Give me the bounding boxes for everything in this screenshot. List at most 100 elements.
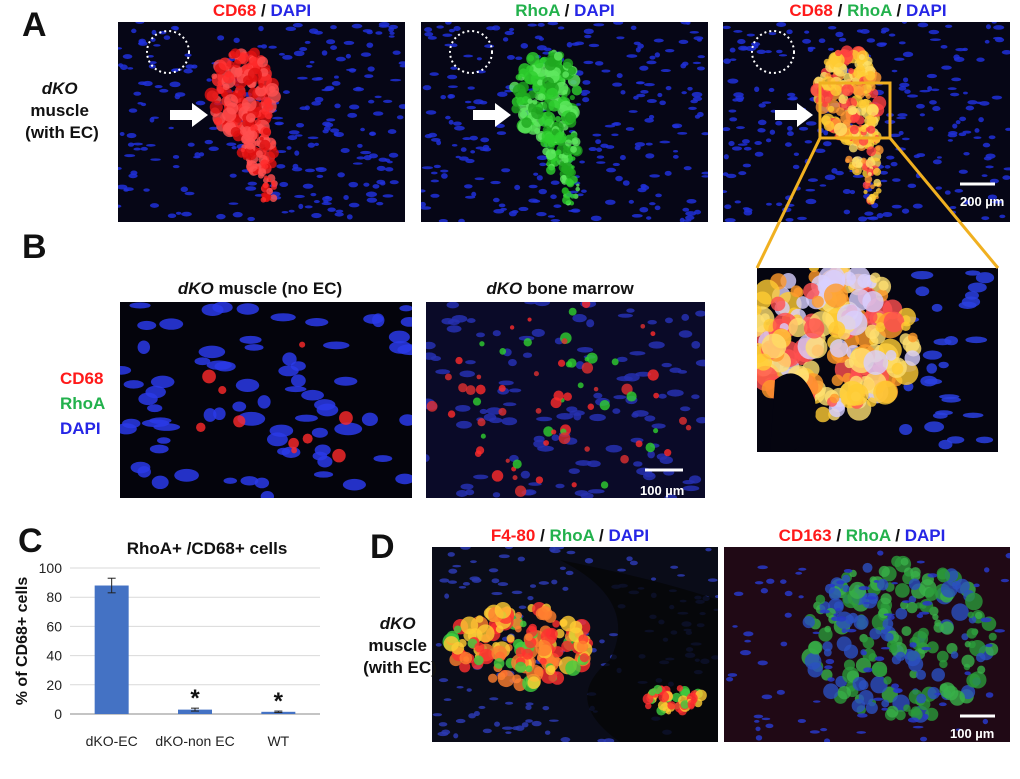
- nucleus: [439, 578, 450, 583]
- cell: [906, 602, 918, 614]
- nucleus: [501, 168, 511, 173]
- nucleus: [793, 152, 799, 156]
- nucleus: [304, 205, 313, 209]
- arrow: [775, 103, 813, 127]
- cell: [975, 652, 986, 663]
- nucleus: [985, 692, 994, 698]
- nucleus: [553, 547, 565, 550]
- cell: [537, 79, 544, 86]
- cell: [853, 614, 869, 630]
- cell: [497, 672, 506, 681]
- title-part: muscle (no EC): [218, 279, 342, 298]
- nucleus: [965, 105, 975, 111]
- nucleus: [454, 125, 465, 131]
- nucleus: [322, 121, 332, 127]
- cell: [499, 348, 507, 355]
- nucleus: [768, 87, 775, 93]
- nucleus: [917, 22, 929, 28]
- nucleus: [478, 705, 486, 709]
- cell: [332, 448, 346, 463]
- nucleus: [514, 184, 521, 191]
- nucleus: [938, 702, 947, 707]
- nucleus: [212, 302, 233, 313]
- nucleus: [761, 717, 771, 721]
- legend-entry: RhoA: [60, 394, 105, 413]
- nucleus: [797, 216, 807, 221]
- cell: [525, 665, 533, 673]
- nucleus: [450, 66, 458, 70]
- nucleus: [655, 193, 662, 198]
- nucleus: [928, 29, 940, 35]
- cell: [642, 693, 654, 705]
- micrograph: [757, 268, 998, 452]
- nucleus: [258, 25, 264, 32]
- cell: [940, 580, 958, 598]
- cell: [667, 701, 676, 710]
- nucleus: [282, 55, 293, 60]
- nucleus: [502, 37, 509, 42]
- cell: [209, 100, 223, 114]
- nucleus: [827, 25, 837, 30]
- nucleus: [291, 374, 306, 387]
- y-axis-label: % of CD68+ cells: [14, 577, 31, 706]
- nucleus: [912, 725, 924, 729]
- nucleus: [119, 64, 128, 70]
- cell: [553, 390, 564, 401]
- nucleus: [438, 678, 449, 683]
- nucleus: [450, 43, 458, 48]
- nucleus: [764, 50, 772, 54]
- nucleus: [159, 318, 184, 330]
- cell: [534, 127, 541, 134]
- cell: [248, 130, 258, 141]
- cell: [803, 318, 825, 339]
- nucleus: [754, 719, 760, 723]
- nucleus: [257, 395, 271, 409]
- nucleus: [756, 49, 766, 55]
- cell: [558, 162, 568, 172]
- nucleus: [755, 726, 761, 732]
- nucleus: [890, 161, 898, 167]
- nucleus: [606, 167, 617, 173]
- nucleus: [459, 370, 476, 378]
- nucleus: [497, 582, 509, 587]
- nucleus: [965, 270, 981, 276]
- cell: [835, 49, 842, 57]
- nucleus: [398, 61, 405, 65]
- nucleus: [437, 731, 449, 737]
- cell: [271, 184, 277, 190]
- cell: [262, 127, 271, 136]
- nucleus: [901, 22, 907, 24]
- cell: [950, 651, 959, 659]
- nucleus: [542, 706, 550, 711]
- nucleus: [677, 574, 685, 577]
- nucleus: [525, 702, 534, 706]
- nucleus: [982, 718, 989, 725]
- nucleus: [678, 39, 689, 44]
- nucleus: [313, 200, 320, 204]
- cell: [645, 702, 652, 710]
- cell: [523, 338, 532, 347]
- error-bar: [107, 577, 116, 594]
- cell: [908, 578, 921, 590]
- cell: [260, 197, 267, 203]
- nucleus: [938, 361, 949, 369]
- cell: [823, 120, 835, 132]
- title-part: bone marrow: [527, 279, 635, 298]
- cell: [545, 627, 558, 640]
- cell: [581, 362, 594, 374]
- nucleus: [486, 407, 503, 415]
- cell: [830, 84, 842, 97]
- nucleus: [672, 124, 680, 129]
- cell: [864, 175, 873, 184]
- nucleus: [124, 154, 136, 158]
- nucleus: [133, 147, 141, 151]
- nucleus: [132, 142, 143, 146]
- nucleus: [122, 54, 133, 59]
- nucleus: [999, 214, 1006, 219]
- nucleus: [455, 155, 461, 159]
- cell: [647, 369, 659, 381]
- nucleus: [967, 100, 978, 105]
- nucleus: [827, 677, 835, 682]
- nucleus: [856, 713, 868, 718]
- nucleus: [430, 179, 440, 183]
